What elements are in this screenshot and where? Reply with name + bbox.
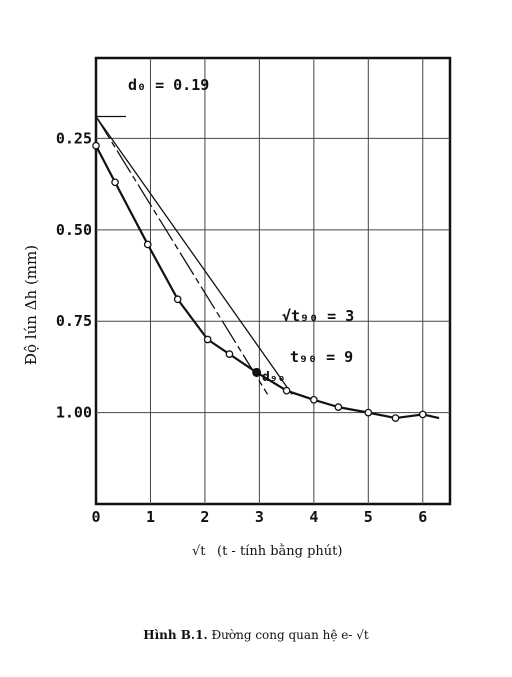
x-tick-label-1: 1 — [146, 508, 155, 526]
figure-caption: Hình B.1. Đường cong quan hệ e- √t — [0, 628, 512, 642]
caption-symbol: √t — [356, 628, 369, 642]
y-tick-label-1: 0.50 — [56, 221, 92, 239]
x-tick-label-2: 2 — [200, 508, 209, 526]
y-tick-label-0: 0.25 — [56, 129, 92, 147]
annotation-d0: d₀ = 0.19 — [128, 76, 209, 94]
x-tick-labels: 0 1 2 3 4 5 6 — [91, 508, 427, 526]
tangent-line — [95, 116, 269, 395]
x-axis-label: (t - tính bằng phút) — [217, 543, 342, 559]
series-curve — [95, 145, 440, 420]
data-point-5 — [225, 350, 234, 358]
construction-lines — [95, 115, 293, 395]
x-axis-symbol: √t — [192, 544, 206, 559]
data-point-10 — [364, 408, 373, 417]
annotation-t90: t₉₀ = 9 — [290, 348, 353, 366]
data-point-8 — [309, 395, 318, 404]
x-tick-label-4: 4 — [309, 508, 318, 526]
plot-frame — [94, 56, 452, 506]
data-point-9 — [334, 403, 343, 411]
x-tick-label-5: 5 — [364, 508, 373, 526]
data-point-4 — [203, 335, 212, 344]
x-tick-label-3: 3 — [255, 508, 264, 526]
data-point-2 — [143, 240, 152, 249]
data-point-12 — [418, 410, 427, 419]
data-point-7 — [282, 386, 291, 395]
caption-label: Hình B.1. — [143, 628, 208, 642]
x-tick-label-0: 0 — [91, 508, 100, 526]
x-tick-label-6: 6 — [418, 508, 427, 526]
y-tick-label-3: 1.00 — [56, 404, 92, 422]
annotation-d90: d₉₀ — [262, 370, 285, 385]
construction-line — [95, 116, 293, 395]
caption-text: Đường cong quan hệ e- — [211, 628, 353, 642]
y-axis-label: Độ lún Δh (mm) — [22, 245, 40, 365]
y-tick-labels: 0.25 0.50 0.75 1.00 — [56, 129, 92, 421]
d90-marker — [252, 367, 262, 377]
data-point-11 — [391, 414, 400, 422]
annotation-sqrt-t90: √t₉₀ = 3 — [282, 307, 354, 325]
grid — [96, 58, 450, 504]
data-point-1 — [111, 178, 119, 187]
y-tick-label-2: 0.75 — [56, 312, 92, 330]
data-point-0 — [92, 141, 100, 150]
data-points — [92, 141, 427, 422]
data-point-3 — [173, 295, 182, 304]
series-line — [95, 145, 440, 420]
